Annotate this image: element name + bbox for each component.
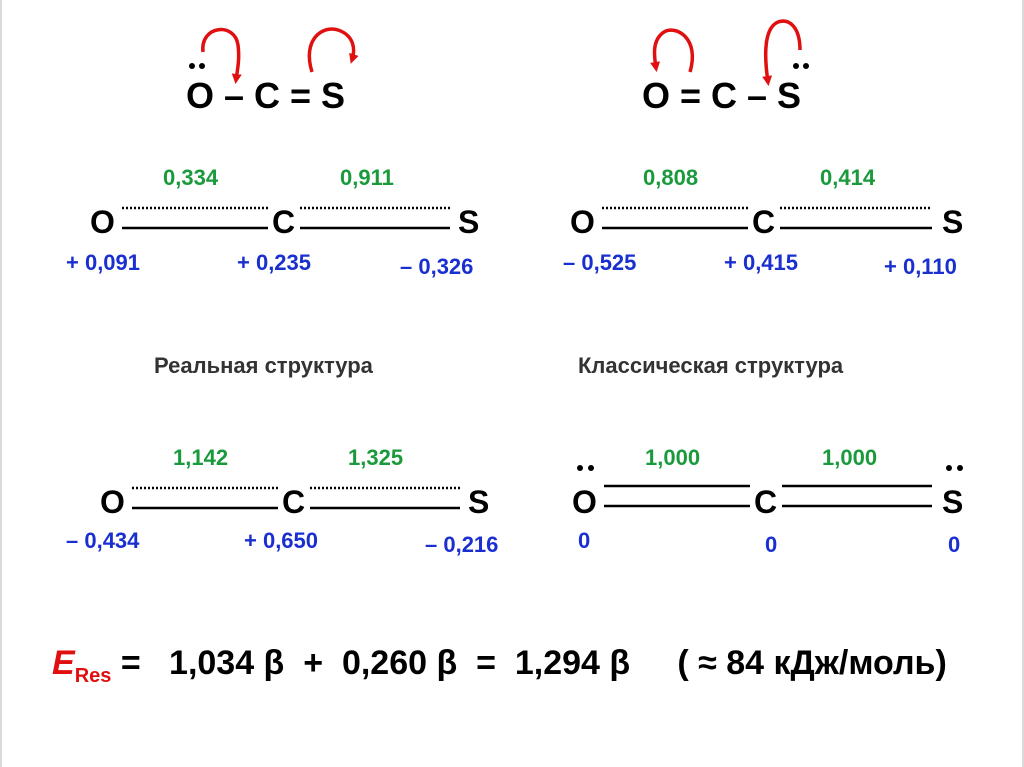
bond-cs xyxy=(300,206,450,230)
resonance-formula-left: O – C = S xyxy=(186,75,346,116)
atom-s: S xyxy=(942,204,964,240)
charge-s: – 0,326 xyxy=(400,254,474,279)
charge-o: – 0,434 xyxy=(66,528,140,553)
lone-pair-icon xyxy=(793,63,809,69)
charge-s: 0 xyxy=(948,532,961,557)
atom-c: C xyxy=(272,204,296,240)
equation-rhs: = 1,034 β + 0,260 β = 1,294 β ( ≈ 84 кДж… xyxy=(111,644,947,682)
charge-c: + 0,415 xyxy=(724,250,799,275)
bond-cs xyxy=(782,484,932,508)
bond-order-cs: 1,000 xyxy=(822,445,878,470)
slide-right-edge xyxy=(1022,0,1024,767)
charge-s: – 0,216 xyxy=(425,532,499,557)
bond-order-oc: 1,142 xyxy=(173,445,229,470)
atom-o: O xyxy=(100,484,125,520)
charge-c: + 0,650 xyxy=(244,528,319,553)
atom-s: S xyxy=(942,484,964,520)
curved-arrow-icon xyxy=(201,28,242,84)
slide-left-edge xyxy=(0,0,2,767)
curved-arrow-icon xyxy=(762,19,802,86)
bond-order-cs: 0,911 xyxy=(340,165,394,190)
charge-c: + 0,235 xyxy=(237,250,312,275)
atom-c: C xyxy=(754,484,778,520)
caption-classical-structure: Классическая структура xyxy=(578,353,844,378)
charge-s: + 0,110 xyxy=(884,254,957,279)
bond-oc xyxy=(604,484,750,508)
atom-s: S xyxy=(458,204,480,240)
bond-order-oc: 0,808 xyxy=(643,165,699,190)
bond-oc xyxy=(602,206,748,230)
bond-cs xyxy=(310,486,460,510)
curved-arrow-icon xyxy=(307,27,359,73)
atom-c: C xyxy=(752,204,776,240)
charge-o: 0 xyxy=(578,528,591,553)
lone-pair-icon xyxy=(946,465,963,471)
resonance-formula-right: O = C – S xyxy=(642,75,802,116)
atom-o: O xyxy=(90,204,115,240)
lone-pair-icon xyxy=(577,465,594,471)
bond-oc xyxy=(132,486,278,510)
energy-subscript: Res xyxy=(74,665,112,687)
atom-c: C xyxy=(282,484,306,520)
caption-real-structure: Реальная структура xyxy=(154,353,373,378)
curved-arrow-icon xyxy=(650,28,694,73)
charge-c: 0 xyxy=(765,532,778,557)
bond-order-oc: 0,334 xyxy=(163,165,219,190)
atom-o: O xyxy=(570,204,595,240)
lone-pair-icon xyxy=(189,63,205,69)
bond-oc xyxy=(122,206,268,230)
bond-order-oc: 1,000 xyxy=(645,445,701,470)
energy-symbol: E xyxy=(52,644,75,682)
bond-cs xyxy=(780,206,932,230)
bond-order-cs: 0,414 xyxy=(820,165,876,190)
atom-o: O xyxy=(572,484,597,520)
resonance-energy-equation: ERes = 1,034 β + 0,260 β = 1,294 β ( ≈ 8… xyxy=(52,646,947,686)
atom-s: S xyxy=(468,484,490,520)
charge-o: + 0,091 xyxy=(66,250,141,275)
charge-o: – 0,525 xyxy=(563,250,637,275)
bond-order-cs: 1,325 xyxy=(348,445,404,470)
